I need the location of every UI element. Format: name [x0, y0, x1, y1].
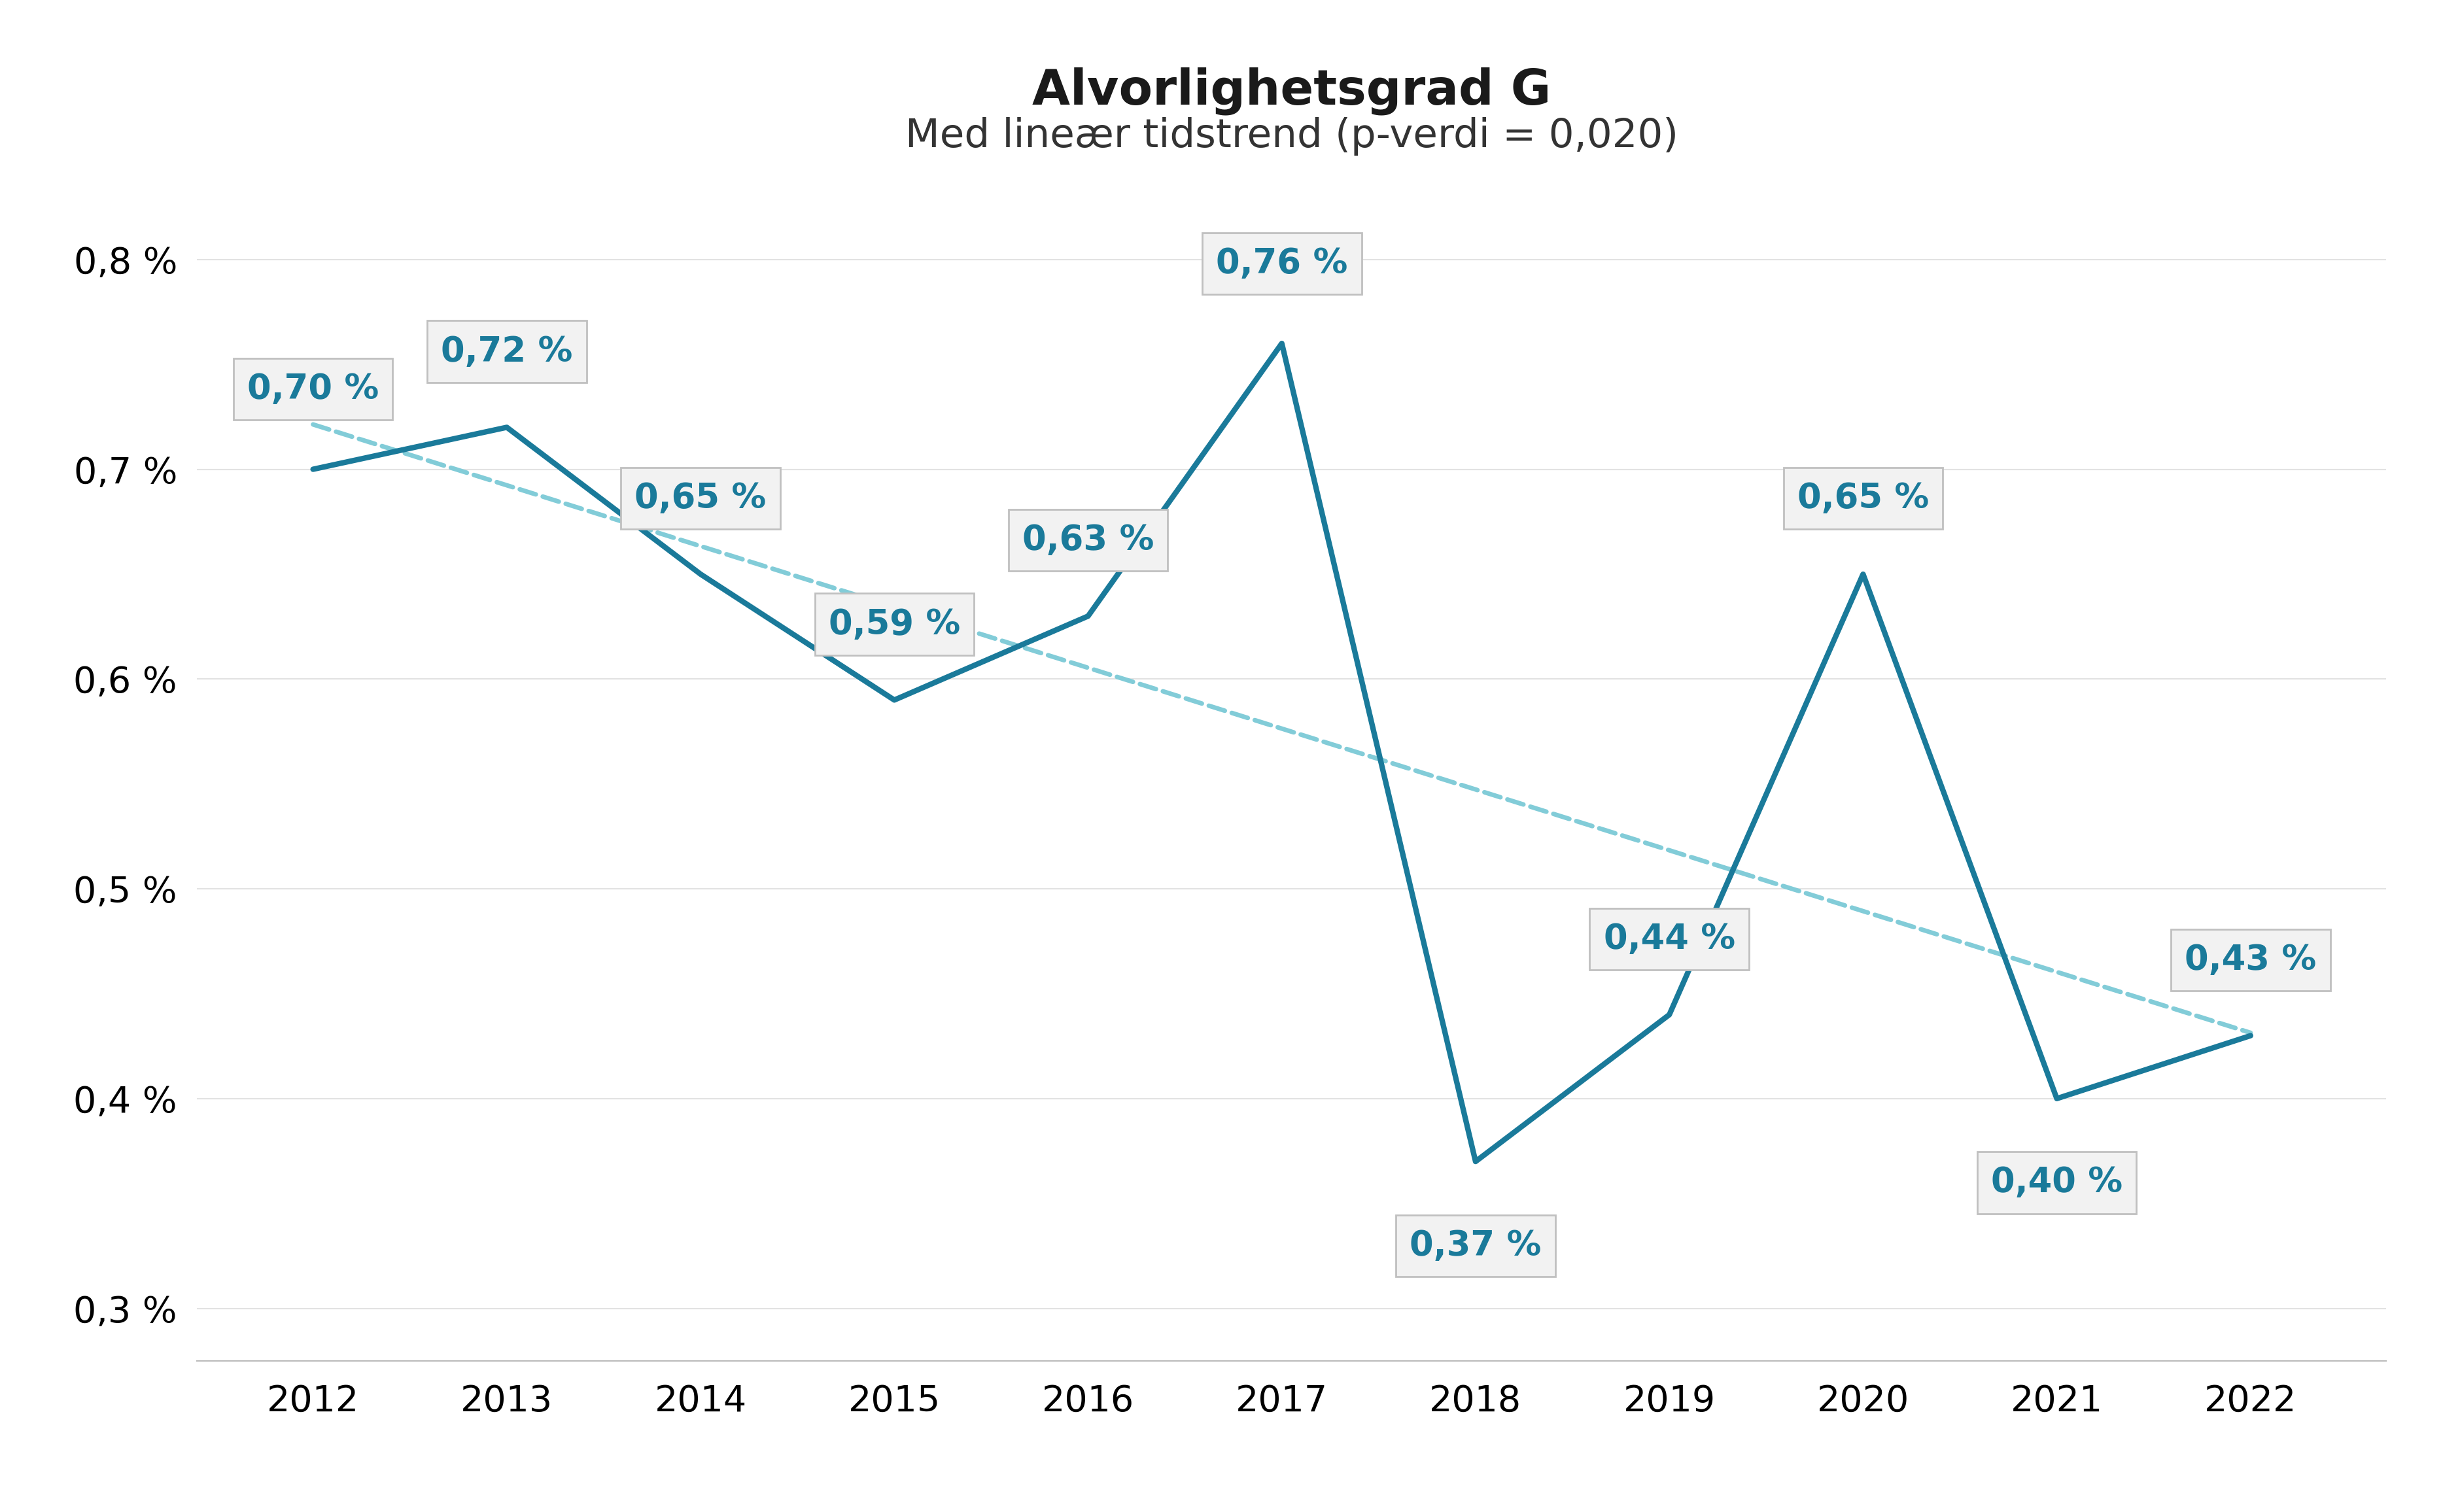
Text: 0,72 %: 0,72 % — [440, 334, 573, 369]
Text: 0,63 %: 0,63 % — [1023, 523, 1154, 558]
Text: 0,65 %: 0,65 % — [635, 481, 768, 516]
Text: Alvorlighetsgrad G: Alvorlighetsgrad G — [1033, 67, 1550, 115]
Text: 0,43 %: 0,43 % — [2184, 943, 2317, 977]
Text: 0,70 %: 0,70 % — [248, 372, 379, 407]
Text: 0,44 %: 0,44 % — [1604, 922, 1734, 956]
Text: 0,65 %: 0,65 % — [1798, 481, 1929, 516]
Text: Med lineær tidstrend (p-verdi = 0,020): Med lineær tidstrend (p-verdi = 0,020) — [905, 118, 1678, 156]
Text: 0,37 %: 0,37 % — [1410, 1229, 1542, 1263]
Text: 0,76 %: 0,76 % — [1215, 246, 1348, 280]
Text: 0,40 %: 0,40 % — [1990, 1166, 2123, 1199]
Text: 0,59 %: 0,59 % — [829, 608, 959, 641]
